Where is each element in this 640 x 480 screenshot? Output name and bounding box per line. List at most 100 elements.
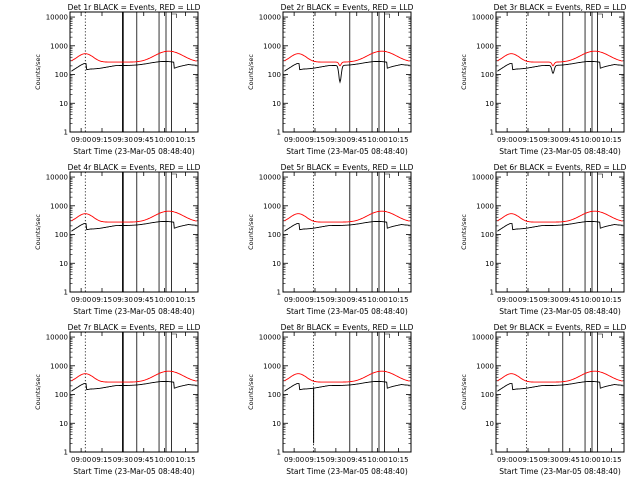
- y-tick-label: 1: [277, 449, 281, 457]
- x-tick-label: 10:15: [601, 296, 621, 304]
- lld-series-line: [284, 370, 410, 383]
- x-tick-label: 09:00: [497, 456, 517, 464]
- panel-det-3: Det 3r BLACK = Events, RED = LLD Counts/s…: [460, 3, 627, 156]
- panel-det-9: Det 9r BLACK = Events, RED = LLD Counts/s…: [460, 323, 627, 476]
- x-tick-label: 10:00: [155, 296, 175, 304]
- events-series-line: [284, 61, 410, 84]
- y-tick-label: 100: [55, 231, 68, 239]
- x-tick-label: 09:15: [518, 136, 538, 144]
- lld-series-line: [497, 370, 623, 383]
- y-tick-label: 1: [64, 449, 68, 457]
- panel-title: Det 6r BLACK = Events, RED = LLD: [494, 163, 627, 172]
- y-tick-label: 10: [59, 100, 68, 108]
- x-tick-label: 09:30: [539, 456, 559, 464]
- x-tick-label: 09:00: [71, 296, 91, 304]
- y-tick-label: 100: [268, 71, 281, 79]
- y-tick-label: 1: [277, 289, 281, 297]
- y-tick-label: 10: [485, 260, 494, 268]
- x-axis-label: Start Time (23-Mar-05 08:48:40): [499, 147, 621, 156]
- x-tick-label: 10:00: [155, 136, 175, 144]
- y-tick-label: 10: [272, 260, 281, 268]
- x-axis-label: Start Time (23-Mar-05 08:48:40): [286, 147, 408, 156]
- x-axis-label: Start Time (23-Mar-05 08:48:40): [73, 307, 195, 316]
- panel-frame: [282, 331, 412, 453]
- lld-series-line: [284, 210, 410, 223]
- panel-frame: [282, 171, 412, 293]
- panel-frame: [69, 11, 199, 133]
- y-tick-label: 1000: [476, 362, 494, 370]
- y-tick-label: 1: [490, 129, 494, 137]
- x-axis-label: Start Time (23-Mar-05 08:48:40): [286, 307, 408, 316]
- x-tick-label: 09:30: [113, 296, 133, 304]
- panel-title: Det 2r BLACK = Events, RED = LLD: [281, 3, 414, 12]
- x-tick-label: 09:30: [326, 296, 346, 304]
- y-tick-label: 100: [55, 391, 68, 399]
- lld-series-line: [497, 210, 623, 223]
- x-tick-label: 10:15: [388, 296, 408, 304]
- panel-det-6: Det 6r BLACK = Events, RED = LLD Counts/s…: [460, 163, 627, 316]
- y-tick-label: 1: [490, 289, 494, 297]
- y-axis-label: Counts/sec: [460, 54, 468, 90]
- x-tick-label: 10:00: [581, 456, 601, 464]
- x-tick-label: 09:15: [92, 296, 112, 304]
- x-axis-label: Start Time (23-Mar-05 08:48:40): [73, 147, 195, 156]
- x-tick-label: 09:15: [518, 296, 538, 304]
- lld-series-line: [71, 210, 197, 223]
- x-axis-label: Start Time (23-Mar-05 08:48:40): [499, 307, 621, 316]
- panel-det-4: Det 4r BLACK = Events, RED = LLD Counts/s…: [34, 163, 201, 316]
- y-tick-label: 10000: [46, 334, 68, 342]
- events-series-line: [284, 381, 410, 392]
- y-tick-label: 1000: [263, 202, 281, 210]
- x-tick-label: 10:00: [581, 296, 601, 304]
- x-tick-label: 09:30: [326, 136, 346, 144]
- y-tick-label: 10: [59, 420, 68, 428]
- panel-title: Det 4r BLACK = Events, RED = LLD: [68, 163, 201, 172]
- x-tick-label: 09:45: [347, 456, 367, 464]
- x-tick-label: 09:00: [284, 136, 304, 144]
- y-tick-label: 100: [481, 231, 494, 239]
- x-tick-label: 09:15: [92, 136, 112, 144]
- marker-flag: [384, 173, 390, 178]
- lld-series-line: [497, 50, 623, 67]
- events-series-line: [284, 221, 410, 232]
- marker-flag: [597, 333, 603, 338]
- x-tick-label: 09:00: [497, 136, 517, 144]
- y-tick-label: 1: [64, 129, 68, 137]
- x-tick-label: 09:30: [326, 456, 346, 464]
- panel-frame: [495, 331, 625, 453]
- x-tick-label: 10:00: [155, 456, 175, 464]
- x-tick-label: 10:00: [368, 136, 388, 144]
- events-series-line: [71, 61, 197, 72]
- y-tick-label: 10000: [472, 334, 494, 342]
- panel-det-2: Det 2r BLACK = Events, RED = LLD Counts/s…: [247, 3, 414, 156]
- panel-det-1: Det 1r BLACK = Events, RED = LLD Counts/s…: [34, 3, 201, 156]
- y-axis-label: Counts/sec: [247, 54, 255, 90]
- marker-flag: [384, 333, 390, 338]
- x-tick-label: 09:15: [305, 296, 325, 304]
- x-tick-label: 10:00: [368, 296, 388, 304]
- x-tick-label: 10:15: [175, 296, 195, 304]
- x-tick-label: 09:00: [284, 456, 304, 464]
- panel-frame: [495, 171, 625, 293]
- x-tick-label: 10:15: [601, 456, 621, 464]
- y-tick-label: 10: [59, 260, 68, 268]
- y-axis-label: Counts/sec: [34, 214, 42, 250]
- y-tick-label: 1: [490, 449, 494, 457]
- panel-det-5: Det 5r BLACK = Events, RED = LLD Counts/s…: [247, 163, 414, 316]
- x-tick-label: 10:15: [175, 136, 195, 144]
- x-tick-label: 10:15: [601, 136, 621, 144]
- panel-frame: [69, 331, 199, 453]
- panel-title: Det 9r BLACK = Events, RED = LLD: [494, 323, 627, 332]
- x-tick-label: 09:30: [113, 136, 133, 144]
- x-axis-label: Start Time (23-Mar-05 08:48:40): [286, 467, 408, 476]
- panel-title: Det 8r BLACK = Events, RED = LLD: [281, 323, 414, 332]
- x-tick-label: 10:15: [175, 456, 195, 464]
- y-tick-label: 10000: [259, 334, 281, 342]
- x-tick-label: 09:00: [71, 136, 91, 144]
- marker-flag: [171, 333, 177, 338]
- y-tick-label: 1000: [263, 362, 281, 370]
- y-tick-label: 10000: [46, 14, 68, 22]
- panel-frame: [282, 11, 412, 133]
- lld-series-line: [71, 50, 197, 63]
